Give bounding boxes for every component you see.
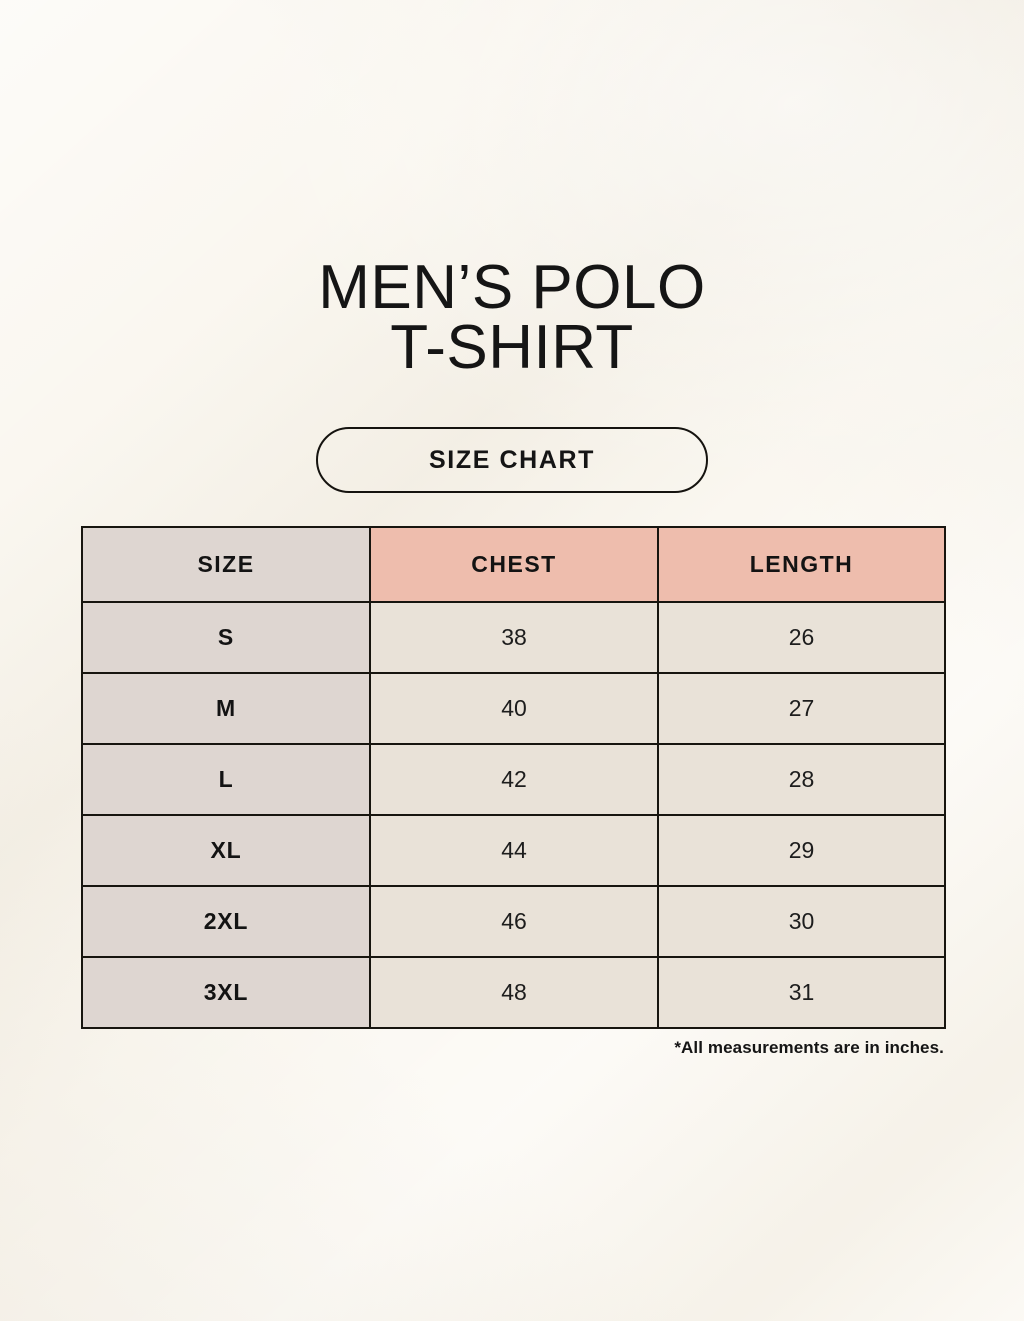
cell-length: 30 <box>657 885 946 958</box>
page-title: MEN’S POLO T-SHIRT <box>0 253 1024 382</box>
size-chart-table: SIZE CHEST LENGTH S 38 26 M 40 27 L 42 2… <box>81 526 946 1029</box>
column-header-chest: CHEST <box>369 526 659 603</box>
cell-length: 28 <box>657 743 946 816</box>
table-row: 3XL 48 31 <box>81 956 946 1029</box>
table-body: S 38 26 M 40 27 L 42 28 XL 44 29 2XL 46 <box>81 601 946 1029</box>
table-row: L 42 28 <box>81 743 946 816</box>
table-header: SIZE CHEST LENGTH <box>81 526 946 603</box>
column-header-size: SIZE <box>81 526 371 603</box>
cell-chest: 44 <box>369 814 659 887</box>
cell-length: 31 <box>657 956 946 1029</box>
table-row: M 40 27 <box>81 672 946 745</box>
cell-size: 3XL <box>81 956 371 1029</box>
cell-chest: 48 <box>369 956 659 1029</box>
size-chart-badge-label: SIZE CHART <box>429 445 595 474</box>
table-row: XL 44 29 <box>81 814 946 887</box>
page-title-line-1: MEN’S POLO <box>318 253 706 322</box>
table-row: S 38 26 <box>81 601 946 674</box>
cell-chest: 40 <box>369 672 659 745</box>
cell-length: 29 <box>657 814 946 887</box>
cell-chest: 46 <box>369 885 659 958</box>
table-header-row: SIZE CHEST LENGTH <box>81 526 946 603</box>
table-row: 2XL 46 30 <box>81 885 946 958</box>
cell-size: 2XL <box>81 885 371 958</box>
size-chart-badge: SIZE CHART <box>316 427 708 493</box>
cell-size: M <box>81 672 371 745</box>
page-title-line-2: T-SHIRT <box>390 313 634 382</box>
cell-length: 26 <box>657 601 946 674</box>
cell-chest: 42 <box>369 743 659 816</box>
column-header-length: LENGTH <box>657 526 946 603</box>
cell-size: XL <box>81 814 371 887</box>
cell-chest: 38 <box>369 601 659 674</box>
cell-size: L <box>81 743 371 816</box>
measurement-units-note: *All measurements are in inches. <box>674 1038 944 1057</box>
cell-size: S <box>81 601 371 674</box>
cell-length: 27 <box>657 672 946 745</box>
